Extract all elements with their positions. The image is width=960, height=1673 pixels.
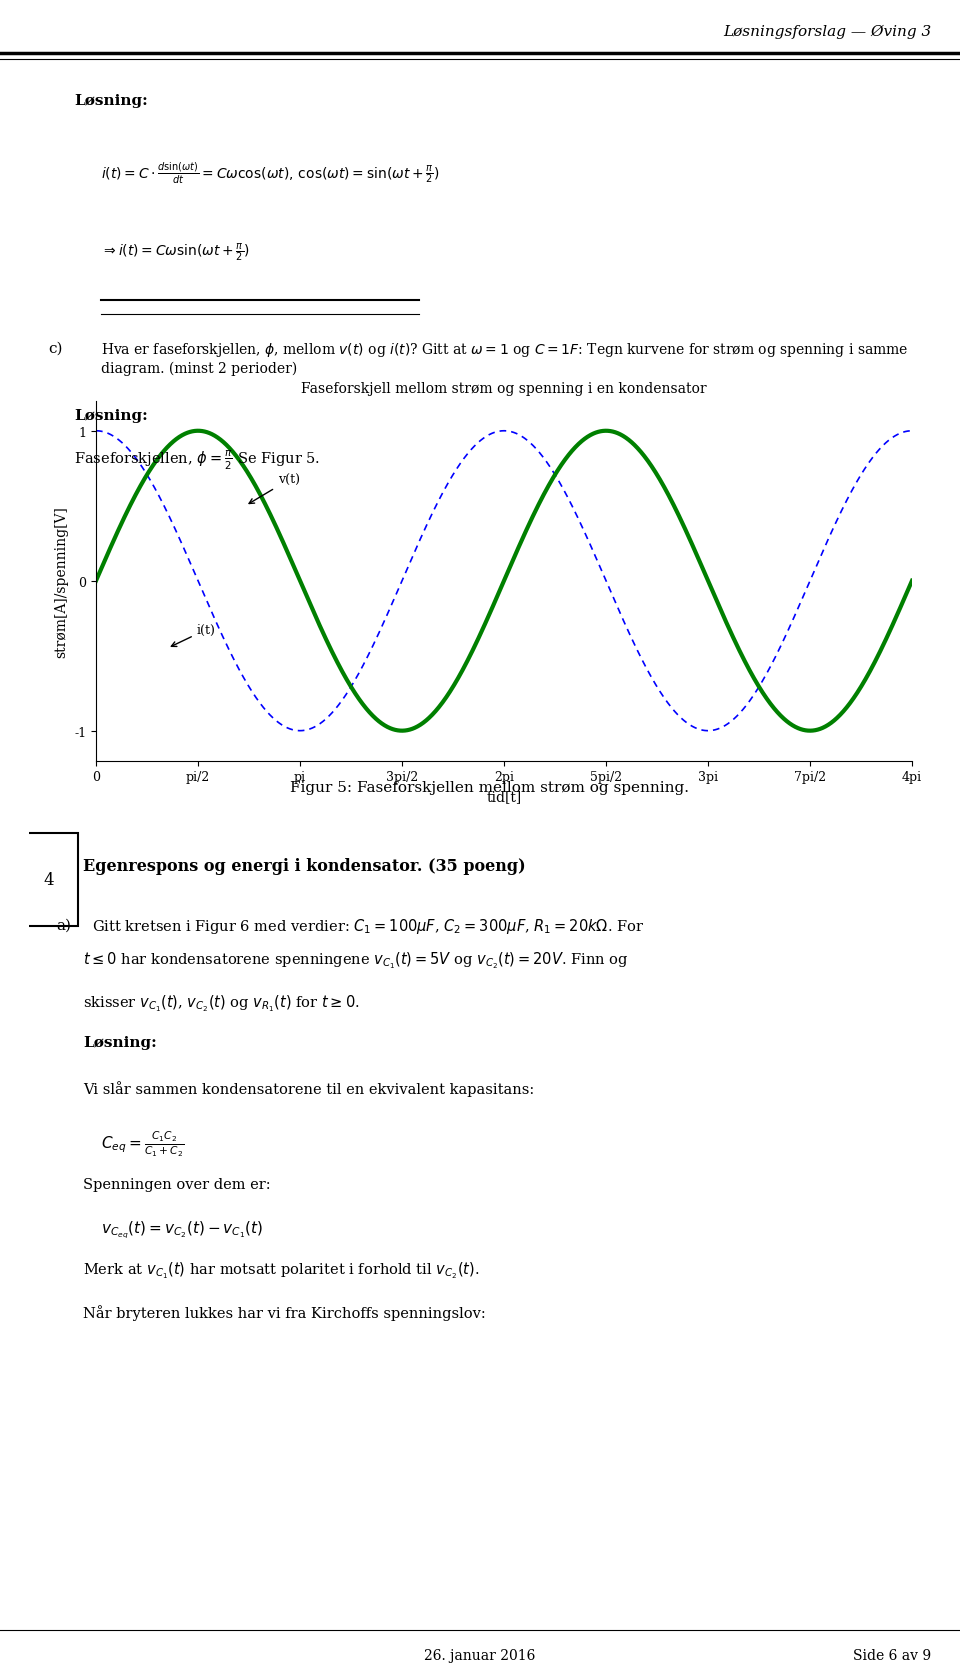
- Text: a): a): [56, 918, 71, 932]
- Text: $i(t) = C \cdot \frac{d\sin(\omega t)}{dt} = C\omega\cos(\omega t),\, \cos(\omeg: $i(t) = C \cdot \frac{d\sin(\omega t)}{d…: [101, 161, 440, 186]
- Text: i(t): i(t): [171, 624, 216, 647]
- Text: Løsningsforslag — Øving 3: Løsningsforslag — Øving 3: [723, 25, 931, 38]
- Text: $v_{C_{eq}}(t) = v_{C_2}(t) - v_{C_1}(t)$: $v_{C_{eq}}(t) = v_{C_2}(t) - v_{C_1}(t)…: [101, 1220, 263, 1240]
- Text: 26. januar 2016: 26. januar 2016: [424, 1648, 536, 1663]
- X-axis label: tid[t]: tid[t]: [487, 790, 521, 803]
- Text: 4: 4: [43, 872, 54, 888]
- FancyBboxPatch shape: [20, 833, 79, 927]
- Text: Side 6 av 9: Side 6 av 9: [853, 1648, 931, 1663]
- Text: Spenningen over dem er:: Spenningen over dem er:: [84, 1178, 271, 1191]
- Text: $\Rightarrow i(t) = C\omega\sin(\omega t + \frac{\pi}{2})$: $\Rightarrow i(t) = C\omega\sin(\omega t…: [101, 241, 250, 263]
- Text: Løsning:: Løsning:: [75, 94, 148, 107]
- Text: $C_{eq} = \frac{C_1 C_2}{C_1 + C_2}$: $C_{eq} = \frac{C_1 C_2}{C_1 + C_2}$: [101, 1129, 184, 1158]
- Text: Løsning:: Løsning:: [75, 408, 148, 423]
- Title: Faseforskjell mellom strøm og spenning i en kondensator: Faseforskjell mellom strøm og spenning i…: [301, 381, 707, 397]
- Text: Når bryteren lukkes har vi fra Kirchoffs spenningslov:: Når bryteren lukkes har vi fra Kirchoffs…: [84, 1305, 486, 1320]
- Text: Figur 5: Faseforskjellen mellom strøm og spenning.: Figur 5: Faseforskjellen mellom strøm og…: [290, 781, 689, 795]
- Text: c): c): [48, 341, 62, 355]
- Text: Gitt kretsen i Figur 6 med verdier: $C_1 = 100\mu F$, $C_2 = 300\mu F$, $R_1 = 2: Gitt kretsen i Figur 6 med verdier: $C_1…: [92, 917, 644, 935]
- Y-axis label: strøm[A]/spenning[V]: strøm[A]/spenning[V]: [55, 505, 68, 657]
- Text: skisser $v_{C_1}(t)$, $v_{C_2}(t)$ og $v_{R_1}(t)$ for $t \geq 0$.: skisser $v_{C_1}(t)$, $v_{C_2}(t)$ og $v…: [84, 992, 360, 1014]
- Text: Vi slår sammen kondensatorene til en ekvivalent kapasitans:: Vi slår sammen kondensatorene til en ekv…: [84, 1081, 535, 1096]
- Text: $t \leq 0$ har kondensatorene spenningene $v_{C_1}(t) = 5V$ og $v_{C_2}(t) = 20V: $t \leq 0$ har kondensatorene spenningen…: [84, 950, 629, 970]
- Text: Faseforskjellen, $\phi = \frac{\pi}{2}$ Se Figur 5.: Faseforskjellen, $\phi = \frac{\pi}{2}$ …: [75, 448, 321, 472]
- Text: Merk at $v_{C_1}(t)$ har motsatt polaritet i forhold til $v_{C_2}(t)$.: Merk at $v_{C_1}(t)$ har motsatt polarit…: [84, 1260, 480, 1280]
- Text: Hva er faseforskjellen, $\phi$, mellom $v(t)$ og $i(t)$? Gitt at $\omega = 1$ og: Hva er faseforskjellen, $\phi$, mellom $…: [101, 341, 908, 376]
- Text: v(t): v(t): [249, 473, 300, 504]
- Text: Løsning:: Løsning:: [84, 1036, 157, 1049]
- Text: Egenrespons og energi i kondensator. (35 poeng): Egenrespons og energi i kondensator. (35…: [83, 858, 525, 875]
